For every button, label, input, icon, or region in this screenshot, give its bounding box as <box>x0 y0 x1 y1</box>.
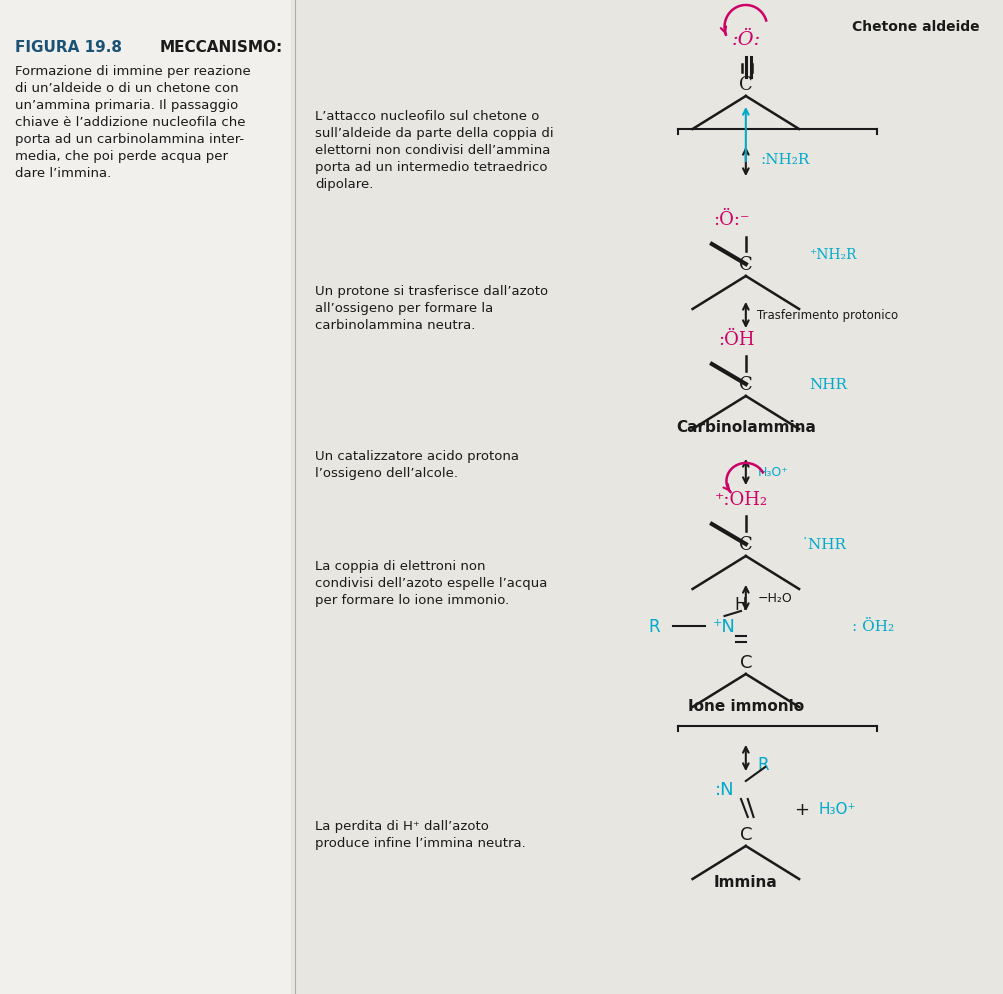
Text: −H₂O: −H₂O <box>756 591 791 605</box>
Text: :Ö:⁻: :Ö:⁻ <box>712 211 749 229</box>
Text: +: + <box>793 800 808 818</box>
Text: La coppia di elettroni non
condivisi dell’azoto espelle l’acqua
per formare lo i: La coppia di elettroni non condivisi del… <box>315 560 547 606</box>
Text: C: C <box>738 76 752 93</box>
Text: Carbinolammina: Carbinolammina <box>675 420 815 435</box>
Text: C: C <box>739 825 751 843</box>
FancyBboxPatch shape <box>0 0 290 994</box>
Text: C: C <box>738 536 752 554</box>
Text: : ÖH₂: : ÖH₂ <box>852 619 894 633</box>
Text: :NH₂R: :NH₂R <box>759 153 809 167</box>
Text: Trasferimento protonico: Trasferimento protonico <box>756 309 898 322</box>
Text: Chetone aldeide: Chetone aldeide <box>852 20 979 34</box>
Text: C: C <box>738 376 752 394</box>
Text: ⁺NH₂R: ⁺NH₂R <box>808 248 856 261</box>
Text: Formazione di immine per reazione
di un’aldeide o di un chetone con
un’ammina pr: Formazione di immine per reazione di un’… <box>14 65 250 180</box>
Text: ⁺N: ⁺N <box>712 617 735 635</box>
Text: :ÖH: :ÖH <box>717 331 753 349</box>
Text: H: H <box>734 595 746 613</box>
Text: Immina: Immina <box>713 875 777 890</box>
Text: H₃O⁺: H₃O⁺ <box>817 802 856 817</box>
Text: :Ö:: :Ö: <box>730 31 759 49</box>
Text: NHR: NHR <box>808 378 846 392</box>
Text: C: C <box>738 255 752 273</box>
Text: La perdita di H⁺ dall’azoto
produce infine l’immina neutra.: La perdita di H⁺ dall’azoto produce infi… <box>315 819 525 849</box>
Text: ⁺:OH₂: ⁺:OH₂ <box>714 490 766 509</box>
Text: C: C <box>739 653 751 671</box>
Text: R: R <box>647 617 659 635</box>
Text: Ione immonio: Ione immonio <box>687 699 803 714</box>
Text: :N: :N <box>714 780 733 798</box>
Text: ̇NHR: ̇NHR <box>808 538 846 552</box>
Text: R: R <box>756 755 768 773</box>
Text: Un protone si trasferisce dall’azoto
all’ossigeno per formare la
carbinolammina : Un protone si trasferisce dall’azoto all… <box>315 284 548 332</box>
Text: Un catalizzatore acido protona
l’ossigeno dell’alcole.: Un catalizzatore acido protona l’ossigen… <box>315 449 519 479</box>
Text: L’attacco nucleofilo sul chetone o
sull’aldeide da parte della coppia di
elettor: L’attacco nucleofilo sul chetone o sull’… <box>315 110 553 191</box>
Text: H₃O⁺: H₃O⁺ <box>756 466 787 479</box>
Text: MECCANISMO:: MECCANISMO: <box>159 40 283 55</box>
Text: FIGURA 19.8: FIGURA 19.8 <box>14 40 121 55</box>
